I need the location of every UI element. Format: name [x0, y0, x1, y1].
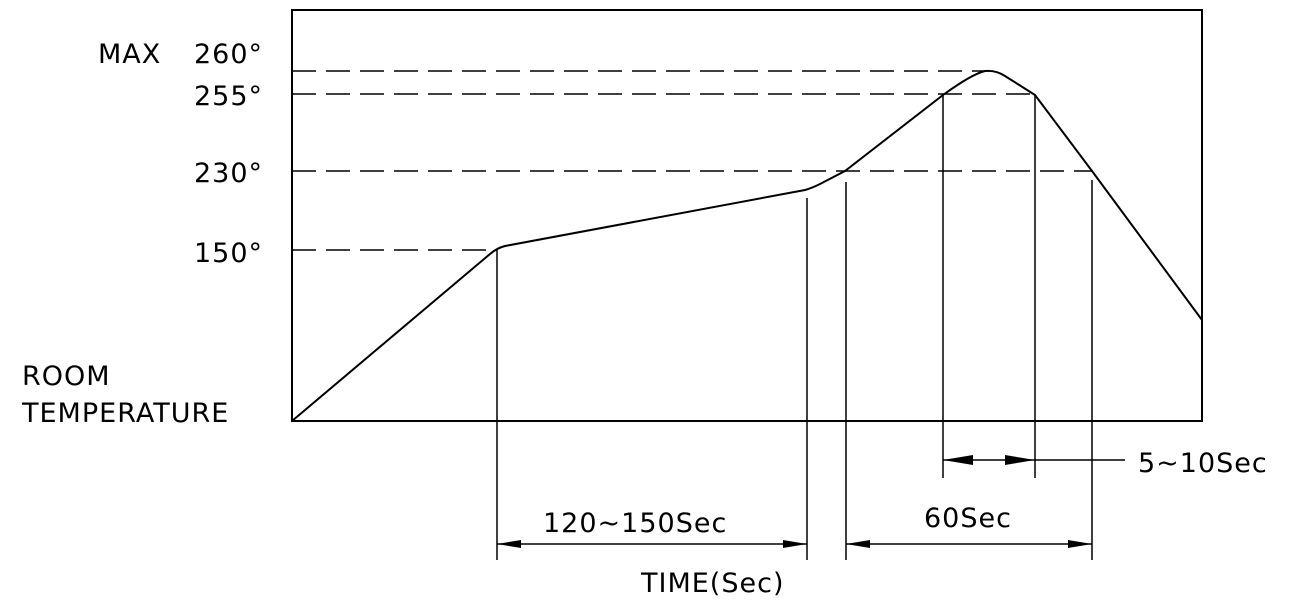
- plot-frame: [291, 9, 1203, 422]
- arrow-head-right: [783, 540, 807, 548]
- preheat-duration-label: 120~150Sec: [543, 508, 727, 539]
- temp-label-150: 150°: [194, 238, 263, 269]
- arrow-head-left: [943, 455, 973, 465]
- temp-label-255: 255°: [194, 81, 263, 112]
- temperature-label: TEMPERATURE: [21, 398, 229, 429]
- arrow-head-right: [1068, 540, 1092, 548]
- temp-label-230: 230°: [194, 158, 263, 189]
- reflow-duration-label: 60Sec: [924, 503, 1012, 534]
- max-label: MAX: [98, 39, 161, 70]
- room-label: ROOM: [22, 361, 111, 392]
- temperature-profile-curve: [291, 69, 1203, 422]
- temp-label-260: 260°: [194, 39, 263, 70]
- x-axis-label: TIME(Sec): [640, 568, 784, 599]
- arrow-head-left: [846, 540, 870, 548]
- peak-duration-label: 5~10Sec: [1138, 448, 1268, 479]
- arrow-head-left: [497, 540, 521, 548]
- arrow-head-right: [1005, 455, 1035, 465]
